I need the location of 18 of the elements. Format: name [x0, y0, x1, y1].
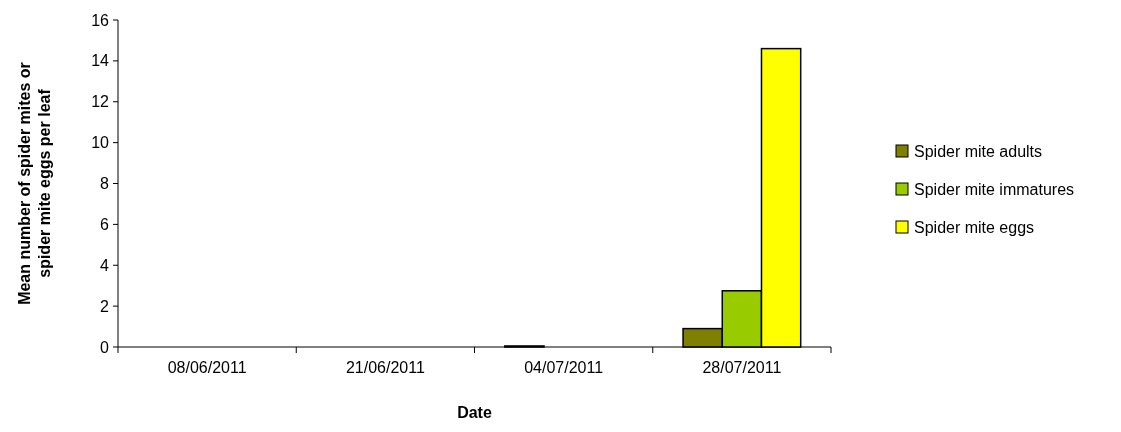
- x-axis-title: Date: [457, 404, 492, 421]
- y-tick-label: 2: [100, 297, 110, 315]
- x-tick-label: 04/07/2011: [524, 359, 604, 376]
- x-tick-label: 08/06/2011: [167, 359, 247, 376]
- x-tick-label: 21/06/2011: [345, 359, 425, 376]
- y-tick-label: 6: [100, 215, 110, 233]
- x-tick-label: 28/07/2011: [702, 359, 782, 376]
- y-tick-label: 8: [100, 175, 110, 193]
- y-tick-label: 4: [100, 256, 110, 274]
- legend-label: Spider mite immatures: [914, 180, 1075, 198]
- y-tick-label: 16: [91, 11, 110, 29]
- y-tick-label: 0: [100, 338, 110, 356]
- y-axis-title: Mean number of spider mites or spider mite eggs per leaf: [16, 62, 53, 305]
- y-tick-label: 10: [91, 134, 110, 152]
- y-tick-label: 12: [91, 93, 110, 111]
- legend-label: Spider mite eggs: [914, 218, 1035, 236]
- y-tick-label: 14: [91, 52, 110, 70]
- legend-label: Spider mite adults: [914, 142, 1043, 160]
